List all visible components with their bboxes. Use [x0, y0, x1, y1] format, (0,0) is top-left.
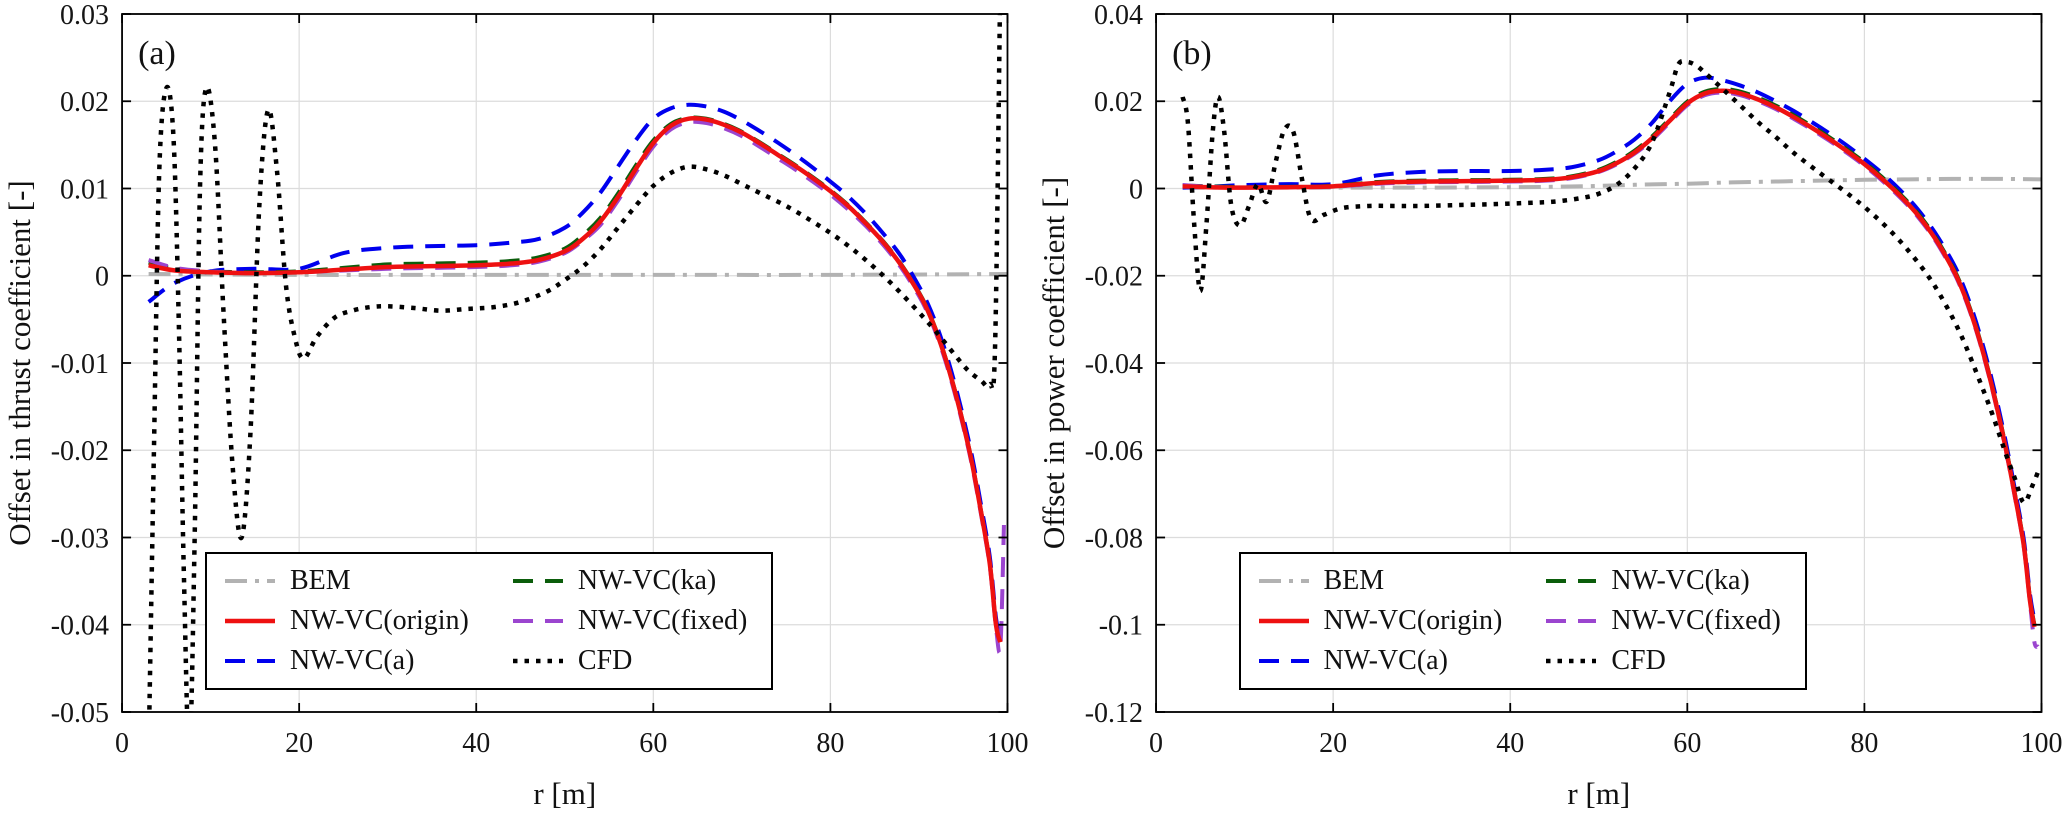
y-tick-label: -0.06 — [1084, 436, 1142, 467]
cfd-line-sample — [1546, 658, 1597, 664]
y-tick-label: 0.01 — [60, 175, 109, 206]
bem-line-sample — [1258, 579, 1309, 584]
y-tick-label: 0 — [95, 262, 109, 293]
cfd-line-sample — [512, 658, 563, 664]
y-tick-label: -0.02 — [1084, 262, 1142, 293]
y-tick-label: -0.08 — [1084, 524, 1142, 555]
panel-label: (b) — [1172, 35, 1212, 72]
x-tick-label: 60 — [639, 728, 667, 759]
legend-label: NW-VC(a) — [290, 644, 415, 676]
legend-label: NW-VC(fixed) — [1611, 604, 1781, 636]
legend-item-nwvc-origin: NW-VC(origin) — [1257, 604, 1503, 637]
legend-label: NW-VC(ka) — [577, 565, 717, 596]
legend-column: BEM NW-VC(origin) NW-VC(a) — [223, 565, 469, 677]
legend-a: BEM NW-VC(origin) NW-VC(a) NW-VC(ka) — [205, 552, 774, 691]
y-tick-label: 0.02 — [1094, 87, 1143, 118]
x-tick-label: 80 — [816, 728, 844, 759]
legend-item-nwvc-a: NW-VC(a) — [1257, 644, 1503, 677]
y-tick-label: 0.04 — [1094, 0, 1143, 31]
legend-label: NW-VC(origin) — [290, 604, 469, 636]
x-tick-label: 100 — [2020, 728, 2062, 759]
legend-item-bem: BEM — [223, 565, 469, 597]
nwvc-a-line-sample — [1258, 658, 1309, 663]
legend-item-nwvc-fixed: NW-VC(fixed) — [1544, 604, 1781, 637]
x-tick-label: 0 — [115, 728, 129, 759]
y-tick-label: -0.01 — [51, 349, 109, 380]
legend-column: NW-VC(ka) NW-VC(fixed) CFD — [1544, 565, 1781, 677]
y-axis-label: Offset in power coefficient [-] — [1036, 177, 1071, 549]
y-tick-label: -0.12 — [1084, 698, 1142, 729]
y-axis-label: Offset in thrust coefficient [-] — [2, 180, 37, 545]
x-tick-label: 80 — [1850, 728, 1878, 759]
y-tick-label: -0.05 — [51, 698, 109, 729]
y-tick-label: -0.02 — [51, 436, 109, 467]
y-tick-label: -0.1 — [1098, 611, 1142, 642]
nwvc-origin-line-sample — [225, 618, 275, 624]
x-tick-label: 40 — [1496, 728, 1524, 759]
y-tick-label: -0.04 — [51, 611, 109, 642]
x-axis-label: r [m] — [1567, 776, 1630, 811]
x-tick-label: 20 — [285, 728, 313, 759]
legend-label: BEM — [1323, 565, 1385, 596]
panel-label: (a) — [138, 35, 176, 72]
legend-label: NW-VC(fixed) — [577, 604, 748, 636]
nwvc-fixed-line-sample — [1546, 619, 1597, 624]
nwvc-origin-line-sample — [1258, 618, 1309, 624]
legend-label: CFD — [577, 644, 633, 676]
nwvc-a-line-sample — [225, 658, 275, 663]
x-tick-label: 40 — [462, 728, 490, 759]
legend-item-nwvc-origin: NW-VC(origin) — [223, 604, 469, 637]
series-BEM — [1182, 176, 2041, 190]
nwvc-ka-line-sample — [1546, 579, 1597, 584]
legend-item-nwvc-fixed: NW-VC(fixed) — [511, 604, 748, 637]
legend-label: CFD — [1611, 644, 1666, 676]
nwvc-ka-line-sample — [512, 579, 563, 584]
x-tick-label: 100 — [986, 728, 1028, 759]
y-tick-label: -0.04 — [1084, 349, 1142, 380]
x-tick-label: 20 — [1319, 728, 1347, 759]
legend-item-cfd: CFD — [511, 644, 748, 677]
y-tick-label: -0.03 — [51, 524, 109, 555]
chart-b-canvas: 0 20 40 60 80 100 0.04 0.02 0 -0.02 -0.04 -0.06 -0.0… — [1036, 0, 2062, 811]
legend-item-nwvc-ka: NW-VC(ka) — [511, 565, 748, 597]
legend-item-nwvc-a: NW-VC(a) — [223, 644, 469, 677]
panel-b: 0 20 40 60 80 100 0.04 0.02 0 -0.02 -0.04 -0.06 -0.0… — [1034, 0, 2067, 832]
series-NW-VC(a) — [147, 102, 1003, 641]
y-tick-label: 0.03 — [60, 0, 109, 31]
series-NW-VC(origin) — [1182, 88, 2037, 628]
legend-label: NW-VC(a) — [1323, 644, 1448, 676]
x-axis-label: r [m] — [533, 776, 596, 811]
legend-b: BEM NW-VC(origin) NW-VC(a) NW-VC(ka) — [1238, 552, 1807, 691]
x-tick-label: 0 — [1149, 728, 1163, 759]
legend-item-nwvc-ka: NW-VC(ka) — [1544, 565, 1781, 597]
x-tick-label: 60 — [1673, 728, 1701, 759]
y-tick-label: 0 — [1129, 175, 1143, 206]
series-NW-VC(origin) — [148, 116, 1003, 643]
nwvc-fixed-line-sample — [512, 619, 563, 624]
y-tick-label: 0.02 — [60, 87, 109, 118]
chart-a-canvas: 0 20 40 60 80 100 0.03 0.02 0.01 0 -0.01 -0.02 -0.03… — [2, 0, 1028, 811]
legend-label: NW-VC(ka) — [1611, 565, 1750, 596]
legend-label: BEM — [290, 565, 351, 596]
legend-item-bem: BEM — [1257, 565, 1503, 597]
legend-label: NW-VC(origin) — [1323, 604, 1503, 636]
legend-column: NW-VC(ka) NW-VC(fixed) CFD — [511, 565, 748, 677]
bem-line-sample — [225, 579, 275, 584]
panel-a: 0 20 40 60 80 100 0.03 0.02 0.01 0 -0.01 -0.02 -0.03… — [2, 0, 1028, 811]
legend-column: BEM NW-VC(origin) NW-VC(a) — [1257, 565, 1503, 677]
series-NW-VC(a) — [1182, 75, 2036, 621]
legend-item-cfd: CFD — [1544, 644, 1781, 677]
